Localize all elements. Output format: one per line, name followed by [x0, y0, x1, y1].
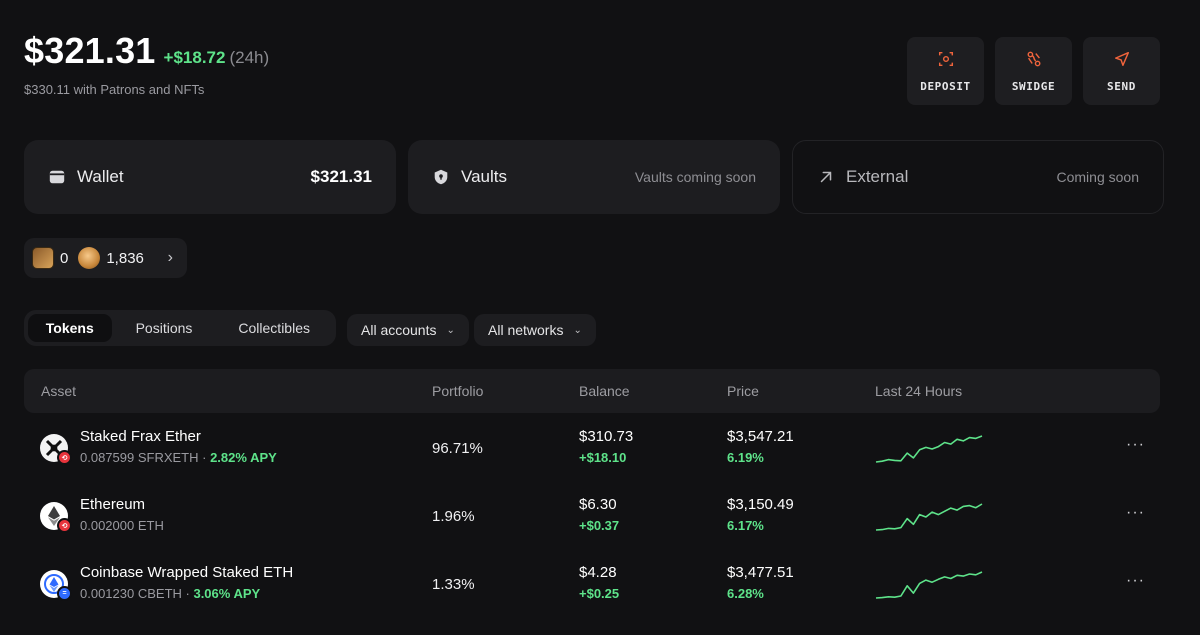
wallet-card[interactable]: Wallet $321.31: [24, 140, 396, 214]
table-header: Asset Portfolio Balance Price Last 24 Ho…: [24, 369, 1160, 413]
wallet-title: Wallet: [77, 167, 124, 186]
asset-balance-change: +$18.10: [579, 450, 627, 465]
table-row[interactable]: ⟲ Ethereum 0.002000 ETH 1.96% $6.30 +$0.…: [24, 482, 1160, 550]
chevron-down-icon: ⌄: [573, 324, 582, 336]
asset-apy: 3.06% APY: [193, 586, 261, 601]
accounts-filter-label: All accounts: [361, 322, 437, 338]
tab-positions[interactable]: Positions: [135, 320, 193, 336]
sparkline-line: [875, 503, 983, 531]
sparkline-chart: [875, 435, 983, 463]
more-options-icon[interactable]: ···: [1126, 436, 1145, 453]
vaults-card[interactable]: Vaults Vaults coming soon: [408, 140, 780, 214]
more-options-icon[interactable]: ···: [1126, 504, 1145, 521]
send-icon: [1114, 51, 1129, 66]
network-badge-icon: ⟲: [57, 450, 72, 465]
tab-tokens[interactable]: Tokens: [28, 314, 112, 342]
total-row: $321.31 +$18.72 (24h): [24, 30, 269, 72]
arrow-up-right-icon: [820, 171, 832, 183]
vaults-card-left: Vaults: [432, 167, 507, 187]
send-label: SEND: [1107, 79, 1136, 93]
tab-collectibles[interactable]: Collectibles: [238, 320, 310, 336]
asset-portfolio-share: 1.33%: [432, 576, 475, 593]
patron-count: 0: [60, 249, 69, 267]
action-buttons: DEPOSIT SWIDGE SEND: [907, 37, 1160, 105]
portfolio-summary: $321.31 +$18.72 (24h) $330.11 with Patro…: [24, 30, 269, 97]
points-pill[interactable]: 0 1,836 ›: [24, 238, 187, 278]
table-row[interactable]: = Coinbase Wrapped Staked ETH 0.001230 C…: [24, 550, 1160, 618]
change-period: (24h): [229, 48, 270, 67]
chevron-down-icon: ⌄: [446, 324, 455, 336]
external-title: External: [846, 167, 909, 186]
networks-filter-label: All networks: [488, 322, 564, 338]
asset-tabs: Tokens Positions Collectibles: [24, 310, 336, 346]
asset-price: $3,477.51: [727, 564, 794, 581]
asset-portfolio-share: 1.96%: [432, 508, 475, 525]
sfrxeth-icon: ⟲: [40, 434, 72, 465]
asset-amount: 0.002000 ETH: [80, 518, 164, 533]
asset-balance-change: +$0.37: [579, 518, 620, 533]
asset-balance-change: +$0.25: [579, 586, 620, 601]
asset-portfolio-share: 96.71%: [432, 440, 483, 457]
table-row[interactable]: ⟲ Staked Frax Ether 0.087599 SFRXETH · 2…: [24, 414, 1160, 482]
header-price[interactable]: Price: [727, 383, 759, 399]
wallet-value: $321.31: [310, 167, 372, 186]
asset-balance: $310.73: [579, 428, 634, 445]
total-change: +$18.72: [163, 48, 226, 67]
wallet-card-left: Wallet: [48, 167, 124, 187]
total-with-nfts: $330.11 with Patrons and NFTs: [24, 82, 205, 97]
deposit-icon: [938, 51, 953, 66]
asset-amount: 0.001230 CBETH: [80, 586, 182, 601]
more-options-icon[interactable]: ···: [1126, 572, 1145, 589]
wallet-icon: [49, 170, 65, 184]
patron-nft-icon: [32, 247, 54, 269]
asset-price-change: 6.17%: [727, 518, 764, 533]
external-note: Coming soon: [1056, 169, 1140, 185]
header-portfolio[interactable]: Portfolio: [432, 383, 484, 399]
chevron-right-icon: ›: [167, 249, 173, 266]
swidge-label: SWIDGE: [1011, 79, 1056, 93]
network-badge-icon: =: [57, 586, 72, 601]
asset-name: Coinbase Wrapped Staked ETH: [80, 564, 294, 581]
asset-balance: $4.28: [579, 564, 617, 581]
header-asset[interactable]: Asset: [41, 383, 77, 399]
asset-price-change: 6.28%: [727, 586, 764, 601]
asset-amount-line: 0.087599 SFRXETH · 2.82% APY: [80, 450, 277, 465]
vaults-note: Vaults coming soon: [634, 169, 756, 185]
account-cards: Wallet $321.31 Vaults Vaults coming soon…: [24, 140, 1164, 214]
cbeth-icon: =: [40, 570, 72, 601]
networks-filter[interactable]: All networks ⌄: [474, 314, 596, 346]
header-last-24h: Last 24 Hours: [875, 383, 963, 399]
asset-price: $3,150.49: [727, 496, 794, 513]
asset-apy: 2.82% APY: [210, 450, 277, 465]
header-balance[interactable]: Balance: [579, 383, 630, 399]
network-badge-icon: ⟲: [57, 518, 72, 533]
asset-price-change: 6.19%: [727, 450, 764, 465]
external-card-left: External: [817, 167, 908, 187]
vaults-title: Vaults: [461, 167, 507, 186]
ethereum-icon: ⟲: [40, 502, 72, 533]
swidge-button[interactable]: SWIDGE: [995, 37, 1072, 105]
asset-name: Ethereum: [80, 496, 146, 513]
deposit-label: DEPOSIT: [920, 79, 971, 93]
asset-balance: $6.30: [579, 496, 617, 513]
swidge-icon: [1027, 51, 1040, 66]
asset-amount: 0.087599 SFRXETH: [80, 450, 199, 465]
asset-price: $3,547.21: [727, 428, 794, 445]
points-count: 1,836: [106, 249, 144, 267]
sparkline-chart: [875, 503, 983, 531]
external-card[interactable]: External Coming soon: [792, 140, 1164, 214]
shield-icon: [434, 169, 448, 185]
sparkline-chart: [875, 571, 983, 599]
sparkline-line: [875, 571, 983, 599]
deposit-button[interactable]: DEPOSIT: [907, 37, 984, 105]
accounts-filter[interactable]: All accounts ⌄: [347, 314, 469, 346]
send-button[interactable]: SEND: [1083, 37, 1160, 105]
sparkline-line: [875, 435, 983, 463]
total-balance: $321.31: [24, 30, 156, 71]
asset-amount-line: 0.001230 CBETH · 3.06% APY: [80, 586, 261, 601]
points-token-icon: [78, 247, 101, 269]
asset-name: Staked Frax Ether: [80, 428, 201, 445]
